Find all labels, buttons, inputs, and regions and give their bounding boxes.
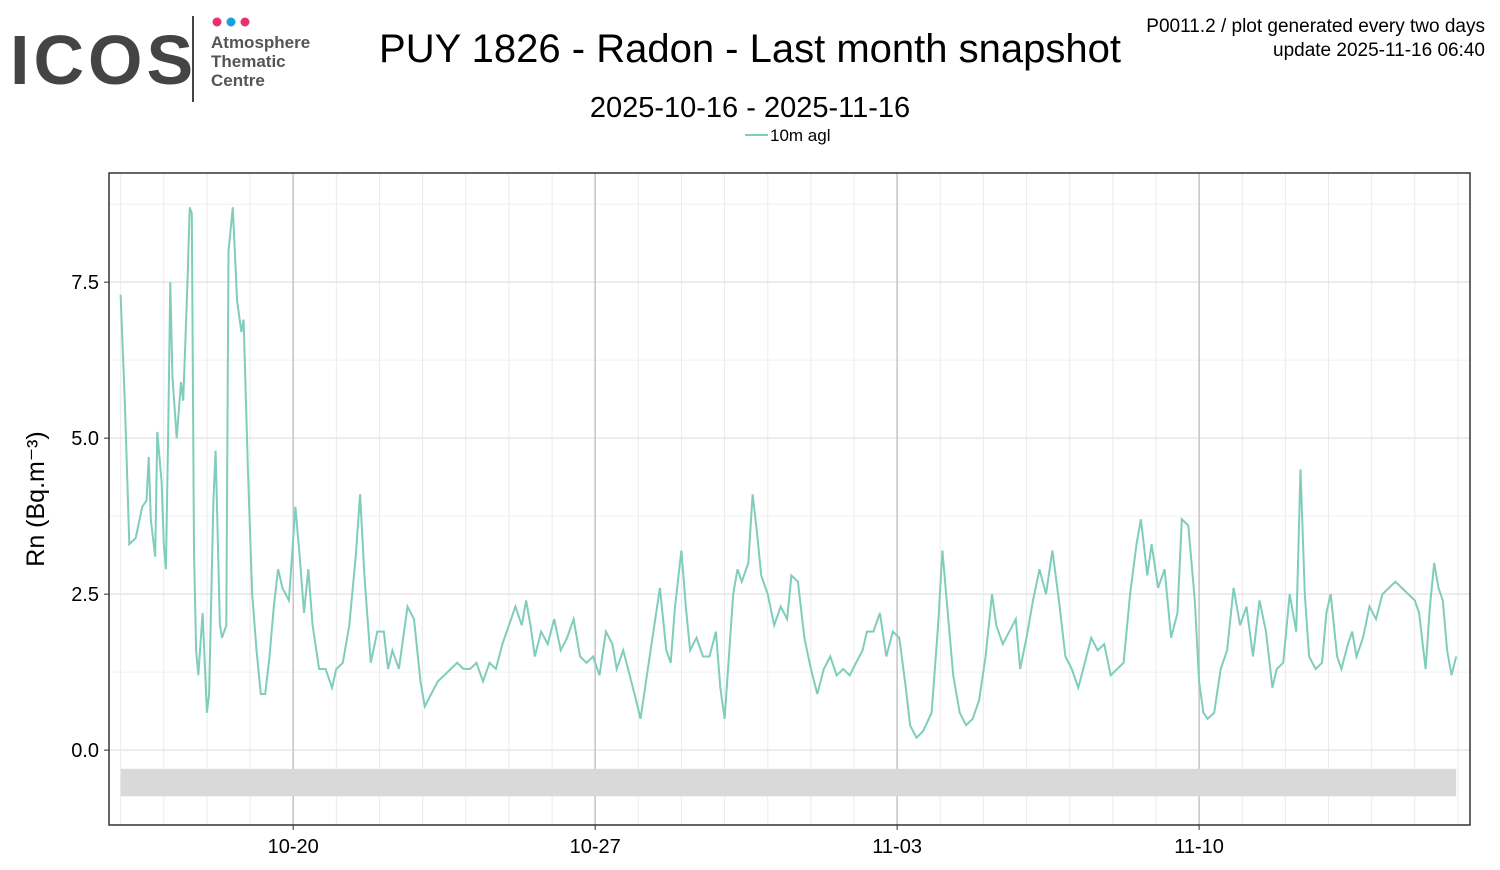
x-tick-label: 11-10 bbox=[1174, 836, 1224, 858]
x-tick-label: 11-03 bbox=[872, 836, 922, 858]
y-tick-label: 2.5 bbox=[71, 584, 99, 606]
logo-text: Thematic bbox=[211, 52, 286, 71]
note: update 2025-11-16 06:40 bbox=[1273, 40, 1485, 61]
y-tick-label: 7.5 bbox=[71, 272, 99, 294]
legend-label: 10m agl bbox=[770, 126, 830, 145]
x-tick-label: 10-20 bbox=[268, 836, 319, 858]
logo-mark: ICOS bbox=[10, 21, 197, 99]
logo-text: Atmosphere bbox=[211, 33, 310, 52]
x-tick-label: 10-27 bbox=[570, 836, 621, 858]
y-tick-label: 0.0 bbox=[71, 740, 99, 762]
flag-band bbox=[120, 768, 1457, 797]
y-axis-label: Rn (Bq.m⁻³) bbox=[22, 431, 50, 566]
chart-subtitle: 2025-10-16 - 2025-11-16 bbox=[590, 92, 910, 124]
logo-dot bbox=[240, 17, 250, 27]
data-line bbox=[119, 206, 1458, 740]
chart-title: PUY 1826 - Radon - Last month snapshot bbox=[379, 27, 1121, 71]
logo-text: Centre bbox=[211, 71, 265, 90]
plot-border bbox=[108, 172, 1471, 826]
y-tick-label: 5.0 bbox=[71, 428, 99, 450]
note: P0011.2 / plot generated every two days bbox=[1146, 16, 1485, 37]
logo-dot bbox=[212, 17, 222, 27]
logo-dot bbox=[226, 17, 236, 27]
